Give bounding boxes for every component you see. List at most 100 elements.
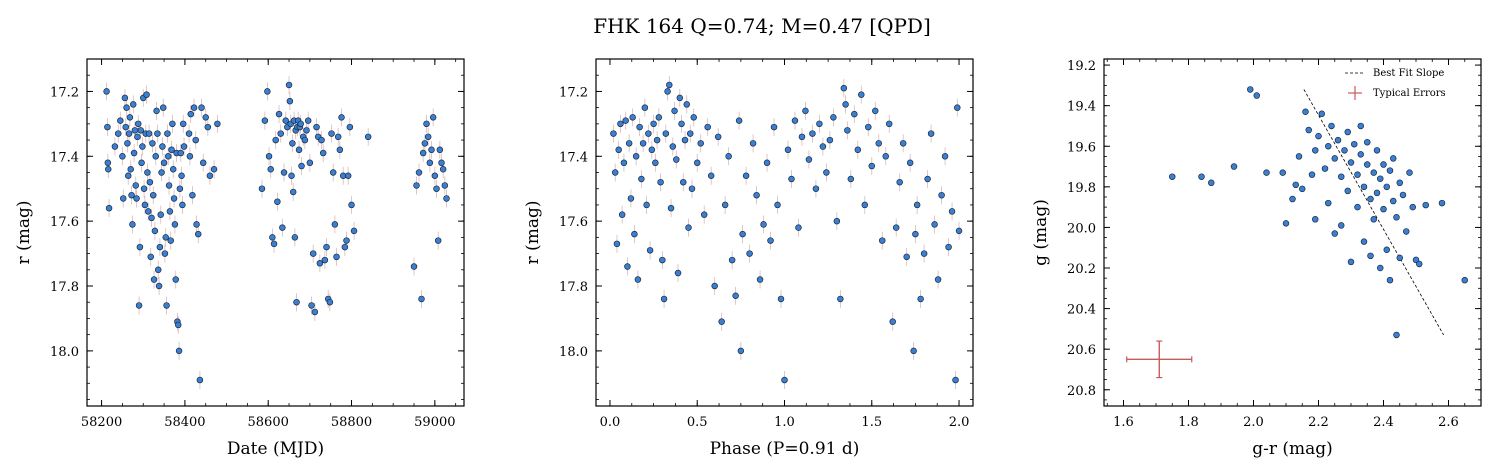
data-point	[844, 127, 851, 134]
data-point	[297, 120, 304, 128]
data-point	[275, 110, 283, 118]
data-point	[326, 298, 334, 306]
data-point	[830, 114, 837, 121]
data-point	[1380, 205, 1387, 213]
data-point	[138, 159, 145, 167]
data-point	[132, 182, 139, 189]
data-point	[146, 178, 154, 186]
data-point	[338, 114, 345, 121]
data-point	[629, 114, 636, 121]
data-point	[653, 136, 661, 144]
x-tick-label: 2.4	[1373, 415, 1394, 430]
data-point	[896, 178, 903, 186]
y-tick-label: 20.4	[1067, 303, 1096, 318]
data-point	[816, 120, 823, 128]
data-point	[931, 221, 938, 228]
data-point	[802, 107, 809, 115]
data-point	[130, 149, 138, 157]
y-tick-label: 20.0	[1067, 221, 1096, 236]
y-tick-label: 19.6	[1067, 140, 1096, 155]
data-point	[622, 117, 629, 124]
data-point	[878, 237, 886, 244]
data-point	[1438, 199, 1446, 207]
y-axis-label: r (mag)	[14, 201, 34, 265]
data-point	[1376, 175, 1384, 182]
data-point	[202, 114, 209, 121]
data-point	[126, 114, 134, 121]
data-point	[329, 169, 337, 176]
data-point	[288, 172, 295, 179]
data-point	[688, 185, 696, 192]
data-point	[196, 376, 204, 384]
data-point	[906, 159, 914, 167]
x-tick-label: 1.8	[1178, 415, 1199, 430]
data-point	[673, 156, 680, 163]
x-tick-label: 58600	[248, 415, 289, 430]
data-point	[774, 201, 781, 209]
data-point	[1318, 110, 1325, 118]
data-point	[267, 166, 274, 173]
data-point	[167, 237, 174, 244]
data-point	[134, 133, 141, 141]
data-point	[129, 221, 136, 228]
data-point	[1305, 126, 1312, 134]
data-point	[882, 153, 889, 160]
data-point	[714, 133, 722, 141]
data-point	[664, 88, 671, 95]
data-point	[154, 130, 161, 137]
data-point	[272, 136, 279, 144]
data-point	[899, 140, 907, 147]
data-point	[119, 153, 126, 160]
data-point	[1344, 187, 1351, 195]
data-point	[161, 250, 169, 257]
data-point	[128, 191, 135, 199]
data-point	[805, 156, 813, 163]
data-point	[343, 237, 350, 244]
data-point	[410, 263, 418, 270]
data-point	[190, 104, 198, 111]
data-point	[739, 230, 746, 238]
data-point	[318, 136, 325, 144]
data-point	[613, 240, 621, 248]
data-point	[348, 201, 355, 209]
data-point	[659, 256, 666, 264]
data-point	[763, 159, 771, 167]
data-point	[180, 143, 188, 150]
data-point	[265, 153, 273, 160]
data-point	[1363, 138, 1371, 146]
data-point	[680, 178, 687, 186]
x-tick-label: 2.0	[1243, 415, 1264, 430]
data-point	[823, 169, 830, 176]
y-tick-label: 17.2	[559, 85, 588, 100]
data-point	[169, 120, 176, 128]
data-point	[638, 175, 645, 183]
data-point	[158, 169, 165, 176]
data-point	[174, 321, 182, 329]
data-point	[289, 188, 297, 196]
data-point	[636, 123, 643, 131]
data-point	[788, 175, 795, 183]
data-point	[123, 104, 130, 111]
data-point	[1402, 228, 1410, 235]
data-point	[1357, 151, 1364, 158]
data-point	[666, 81, 673, 89]
data-point	[119, 195, 127, 202]
data-point	[269, 234, 276, 241]
y-tick-label: 19.2	[1067, 59, 1096, 74]
data-point	[1399, 191, 1407, 199]
data-point	[439, 166, 447, 173]
data-point	[617, 120, 624, 128]
data-point	[428, 146, 435, 154]
data-point	[1292, 181, 1299, 189]
data-point	[1298, 185, 1306, 193]
x-tick-label: 58800	[331, 415, 372, 430]
data-point	[756, 276, 764, 283]
data-point	[1198, 173, 1205, 180]
data-point	[164, 153, 172, 160]
data-point	[282, 117, 289, 124]
data-point	[104, 159, 112, 167]
data-point	[655, 114, 663, 121]
y-axis-label: g (mag)	[1031, 199, 1051, 266]
data-point	[279, 224, 286, 231]
data-point	[643, 201, 650, 209]
